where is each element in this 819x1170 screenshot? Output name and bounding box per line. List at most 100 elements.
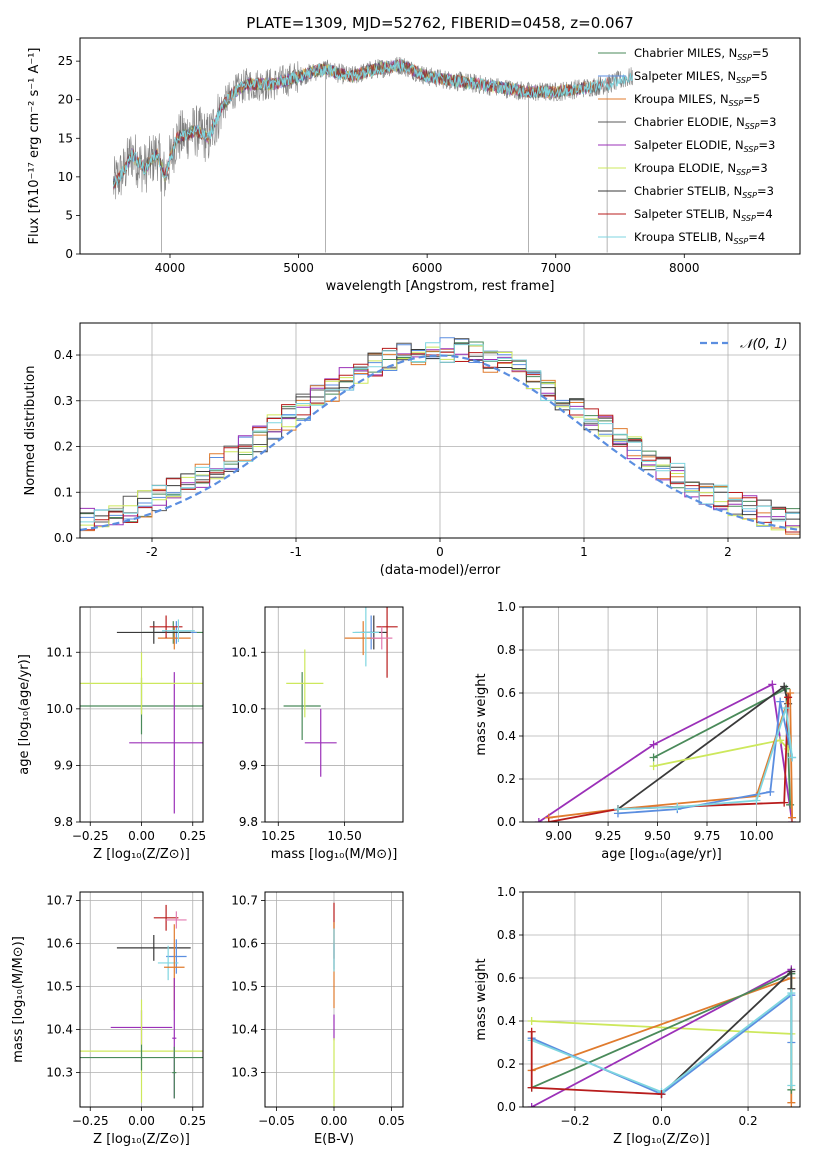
- weight_vs_age-marker: [673, 802, 682, 811]
- mass_vs_Z-ytick-label: 10.6: [46, 937, 73, 951]
- age_vs_Z-frame: [79, 606, 204, 823]
- weight_vs_age-series-0: [538, 683, 793, 822]
- weight_vs_age-marker: [768, 680, 777, 689]
- age_vs_Z-point-8: [162, 619, 195, 643]
- legend-suffix: =3: [758, 138, 775, 152]
- legend-suffix: =4: [756, 207, 773, 221]
- residuals-ytick-label: 0.2: [54, 440, 73, 454]
- mass_vs_Z-point-0: [153, 904, 179, 931]
- weight_vs_Z-marker: [787, 989, 796, 998]
- weight_vs_age-marker: [784, 693, 793, 702]
- weight_vs_age-marker: [788, 813, 797, 822]
- legend-suffix: =5: [751, 69, 768, 83]
- spectrum-ytick-label: 5: [65, 208, 73, 222]
- age_vs_Z-ytick-label: 10.0: [46, 702, 73, 716]
- legend-suffix: =3: [751, 161, 768, 175]
- residuals-ytick-label: 0.0: [54, 531, 73, 545]
- weight_vs_Z-ytick-label: 0.6: [497, 971, 516, 985]
- weight_vs_age-marker: [782, 704, 791, 713]
- legend-sub: SSP: [737, 53, 752, 62]
- age_vs_Z-point-6: [116, 621, 191, 644]
- legend-label-1: Salpeter MILES, NSSP=5: [634, 69, 768, 85]
- weight_vs_age-series-5: [548, 697, 789, 822]
- weight_vs_age-ytick-label: 0.2: [497, 772, 516, 786]
- histogram-series-8: [80, 342, 800, 529]
- mass_vs_ebv-xlabel: E(B-V): [314, 1132, 354, 1147]
- legend-label-2: Kroupa MILES, NSSP=5: [634, 92, 760, 108]
- age_vs_mass-xtick-label: 10.50: [327, 829, 361, 843]
- weight_vs_age-ylabel: mass weight: [474, 673, 489, 755]
- residuals-xtick-label: -2: [146, 545, 158, 559]
- weight_vs_Z-marker: [657, 1090, 666, 1099]
- age_vs_mass-ytick-label: 10.0: [231, 702, 258, 716]
- weight_vs_age-series-4: [548, 692, 793, 819]
- weight_vs_age-marker: [766, 787, 775, 796]
- age_vs_mass-ytick-label: 10.1: [231, 645, 258, 659]
- legend-sub: SSP: [736, 76, 751, 85]
- residuals-xlabel: (data-model)/error: [380, 563, 501, 578]
- spectrum-frame: [79, 37, 801, 255]
- age_vs_Z-ytick-label: 9.8: [54, 815, 73, 829]
- legend-sub: SSP: [734, 237, 749, 246]
- residuals-ytick-label: 0.4: [54, 348, 73, 362]
- spectrum-title: PLATE=1309, MJD=52762, FIBERID=0458, z=0…: [246, 14, 633, 32]
- legend-suffix: =5: [752, 46, 769, 60]
- weight_vs_Z-ytick-label: 0.4: [497, 1014, 516, 1028]
- residuals-ytick-label: 0.1: [54, 485, 73, 499]
- spectrum-ytick-label: 10: [58, 170, 73, 184]
- legend-sub: SSP: [744, 145, 759, 154]
- legend-name: Kroupa STELIB, N: [634, 230, 734, 244]
- spectrum-data-line: [113, 56, 633, 253]
- weight_vs_Z-ytick-label: 0.0: [497, 1100, 516, 1114]
- weight_vs_age-xtick-label: 9.00: [545, 829, 572, 843]
- age_vs_Z-ytick-label: 10.1: [46, 645, 73, 659]
- weight_vs_age-frame: [522, 606, 801, 823]
- age_vs_mass-xtick-label: 10.25: [261, 829, 295, 843]
- mass_vs_Z-axes: [76, 892, 203, 1111]
- residuals-xtick-label: -1: [290, 545, 302, 559]
- spectrum-xtick-label: 7000: [540, 261, 571, 275]
- weight_vs_Z-axes: [519, 891, 800, 1111]
- mass_vs_Z-ylabel: mass [log₁₀(M/M⊙)]: [11, 936, 26, 1063]
- mass_vs_ebv-frame: [264, 891, 404, 1108]
- residuals-ylabel: Normed distribution: [23, 366, 38, 496]
- residuals-frame: [79, 322, 801, 539]
- normal-curve: [80, 354, 800, 532]
- weight_vs_age-ytick-label: 0.0: [497, 815, 516, 829]
- weight_vs_Z-series-0: [531, 1020, 792, 1035]
- weight_vs_Z-xtick-label: 0.2: [739, 1114, 758, 1128]
- weight_vs_age-xtick-label: 9.50: [644, 829, 671, 843]
- legend-name: Kroupa ELODIE, N: [634, 161, 736, 175]
- weight_vs_age-marker: [752, 796, 761, 805]
- mass_vs_ebv-xtick-label: 0.00: [321, 1114, 348, 1128]
- legend-name: Chabrier STELIB, N: [634, 184, 742, 198]
- mass_vs_Z-xtick-label: 0.00: [128, 1114, 155, 1128]
- legend-suffix: =4: [748, 230, 765, 244]
- legend-name: Chabrier ELODIE, N: [634, 115, 745, 129]
- weight_vs_Z-marker: [527, 1103, 536, 1107]
- mass_vs_Z-ytick-label: 10.5: [46, 980, 73, 994]
- normal-legend-label: 𝒩(0, 1): [740, 337, 787, 352]
- legend-label-3: Chabrier ELODIE, NSSP=3: [634, 115, 776, 131]
- age_vs_Z-xlabel: Z [log₁₀(Z/Z⊙)]: [93, 847, 190, 862]
- weight_vs_Z-xtick-label: −0.2: [560, 1114, 589, 1128]
- weight_vs_age-marker: [649, 753, 658, 762]
- weight_vs_age-marker: [776, 697, 785, 706]
- weight_vs_Z-frame: [522, 891, 801, 1108]
- mass_vs_Z-xtick-label: 0.25: [179, 1114, 206, 1128]
- weight_vs_age-ytick-label: 0.8: [497, 643, 516, 657]
- legend-label-0: Chabrier MILES, NSSP=5: [634, 46, 769, 62]
- age_vs_Z-xtick-label: 0.00: [128, 829, 155, 843]
- mass_vs_ebv-xtick-label: −0.05: [258, 1114, 295, 1128]
- age_vs_Z-xtick-label: 0.25: [179, 829, 206, 843]
- mass_vs_Z-point-10: [172, 1046, 177, 1099]
- spectrum-xtick-label: 6000: [412, 261, 443, 275]
- weight_vs_Z-xlabel: Z [log₁₀(Z/Z⊙)]: [613, 1132, 710, 1147]
- weight_vs_age-series-7: [617, 707, 793, 810]
- spectrum-model-line-8: [112, 59, 634, 187]
- mass_vs_ebv-ytick-label: 10.6: [231, 937, 258, 951]
- age_vs_Z-ytick-label: 9.9: [54, 758, 73, 772]
- weight_vs_age-xtick-label: 9.75: [694, 829, 721, 843]
- legend-suffix: =3: [757, 184, 774, 198]
- mass_vs_ebv-xtick-label: 0.05: [378, 1114, 405, 1128]
